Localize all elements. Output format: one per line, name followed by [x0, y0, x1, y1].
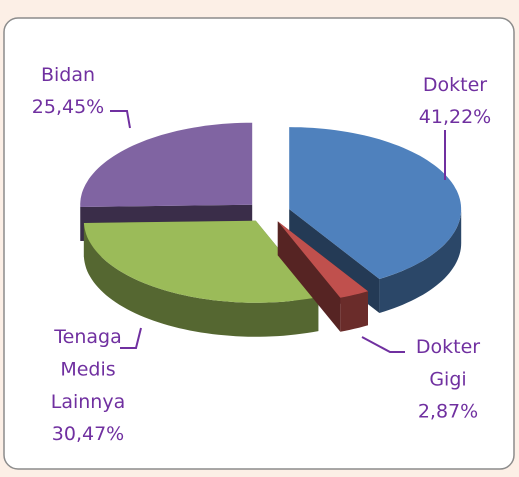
value-label: 25,45% [32, 96, 104, 118]
value-label: 41,22% [419, 106, 491, 128]
value-label: 2,87% [418, 401, 478, 423]
value-label: 30,47% [52, 423, 124, 445]
category-label: Bidan [41, 64, 95, 86]
slice-wall [340, 291, 368, 332]
category-label: Dokter [423, 74, 487, 96]
